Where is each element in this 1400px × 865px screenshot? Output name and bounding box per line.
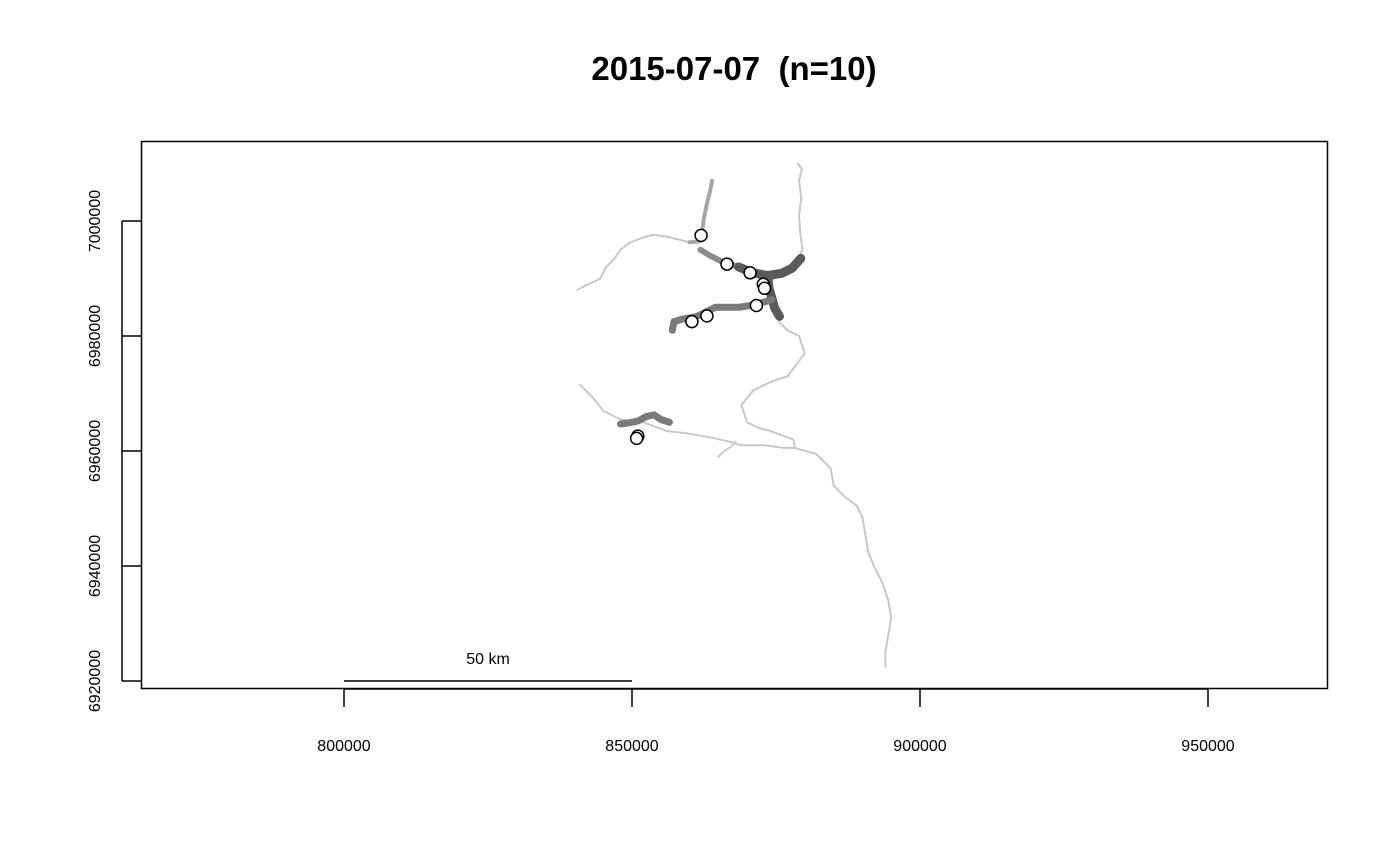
river-network [576,162,893,668]
river-segment-12 [617,411,673,428]
scale-bar: 50 km [344,651,632,682]
y-tick-label: 7000000 [87,190,104,252]
observation-point-7 [700,309,714,323]
y-tick-label: 6960000 [87,420,104,482]
scale-bar-label: 50 km [466,651,510,668]
river-segment-2 [794,447,893,668]
observation-point-8 [685,314,699,329]
observation-point-6 [749,298,764,313]
observation-point-2 [720,257,734,271]
x-tick-label: 900000 [893,738,946,755]
observation-point-3 [743,266,757,280]
x-axis: 800000 850000 900000 950000 [317,688,1235,755]
observation-points [629,228,772,446]
observation-point-5 [757,281,772,296]
y-tick-label: 6920000 [87,650,104,712]
plot-frame [140,140,1329,690]
observation-point-1 [694,228,708,243]
river-segment-5 [717,440,737,458]
y-axis: 6920000 6940000 6960000 6980000 7000000 [87,190,141,712]
x-tick-label: 850000 [605,738,658,755]
river-segment-4 [576,233,691,291]
y-tick-label: 6940000 [87,535,104,597]
river-segment-3 [579,383,796,450]
observation-point-10 [629,431,644,446]
y-tick-label: 6980000 [87,305,104,367]
plot-title: 2015-07-07 (n=10) [591,50,877,87]
river-segment-1 [740,162,806,450]
x-tick-label: 800000 [317,738,370,755]
x-tick-label: 950000 [1181,738,1234,755]
